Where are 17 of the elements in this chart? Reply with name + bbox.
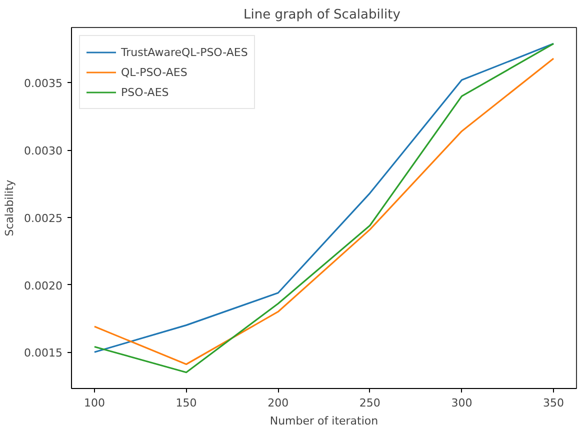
x-tick-label: 200 [268, 396, 289, 410]
chart-title: Line graph of Scalability [243, 8, 401, 22]
y-axis-title: Scalability [3, 179, 16, 236]
y-tick-label: 0.0020 [24, 279, 63, 292]
y-tick-label: 0.0035 [24, 77, 63, 90]
x-tick-label: 300 [451, 396, 472, 410]
x-tick-label: 150 [176, 396, 197, 410]
legend-label: PSO-AES [121, 86, 169, 98]
x-tick-label: 100 [84, 396, 105, 410]
legend-label: TrustAwareQL-PSO-AES [121, 46, 248, 58]
y-tick-label: 0.0015 [24, 346, 63, 360]
y-tick-label: 0.0025 [24, 212, 63, 225]
legend-label: QL-PSO-AES [121, 66, 188, 78]
x-tick-label: 350 [543, 396, 564, 410]
x-tick-label: 250 [359, 396, 380, 410]
x-axis-title: Number of iteration [270, 414, 378, 428]
y-tick-label: 0.0030 [24, 144, 63, 158]
